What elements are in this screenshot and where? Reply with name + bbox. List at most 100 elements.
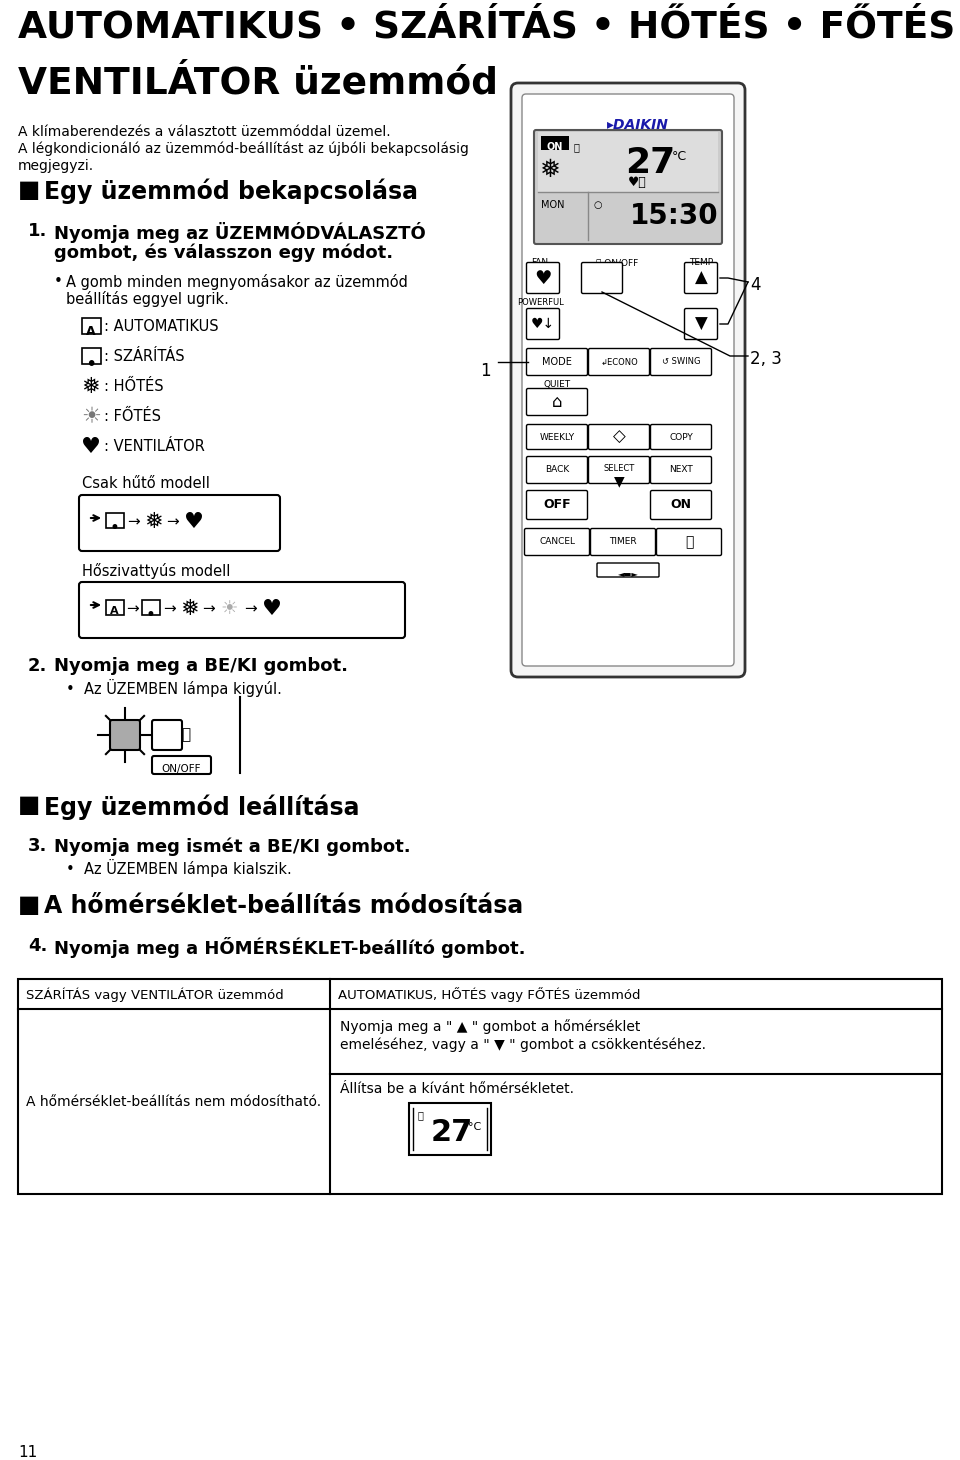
Text: Egy üzemmód leállítása: Egy üzemmód leállítása [44, 794, 359, 819]
Text: FAN: FAN [532, 258, 548, 267]
Text: BACK: BACK [545, 466, 569, 474]
Text: •  Az ÜZEMBEN lámpa kialszik.: • Az ÜZEMBEN lámpa kialszik. [66, 858, 292, 877]
Text: QUIET: QUIET [543, 380, 570, 388]
Text: •: • [109, 518, 119, 537]
FancyBboxPatch shape [511, 83, 745, 677]
Text: ♥: ♥ [262, 599, 282, 619]
Text: ON: ON [670, 498, 691, 511]
FancyBboxPatch shape [534, 130, 722, 244]
Text: ☀: ☀ [81, 407, 101, 426]
Text: ⌂: ⌂ [552, 393, 563, 412]
Text: : VENTILÁTOR: : VENTILÁTOR [104, 439, 204, 454]
FancyBboxPatch shape [110, 720, 140, 750]
Text: A: A [109, 606, 118, 616]
Text: →: → [244, 602, 256, 616]
FancyBboxPatch shape [141, 600, 159, 615]
Text: 1: 1 [480, 362, 491, 380]
FancyBboxPatch shape [657, 529, 722, 555]
Bar [18, 980, 942, 1194]
FancyBboxPatch shape [152, 720, 182, 750]
Text: ON: ON [547, 142, 564, 152]
Text: beállítás eggyel ugrik.: beállítás eggyel ugrik. [66, 291, 228, 307]
Text: ❅: ❅ [82, 377, 100, 397]
Text: ⏻ ON/OFF: ⏻ ON/OFF [596, 258, 638, 267]
Text: gombot, és válasszon egy módot.: gombot, és válasszon egy módot. [54, 244, 394, 263]
Text: A klímaberendezés a választott üzemmóddal üzemel.: A klímaberendezés a választott üzemmódda… [18, 126, 391, 139]
Text: WEEKLY: WEEKLY [540, 432, 575, 441]
FancyBboxPatch shape [526, 388, 588, 416]
Text: Nyomja meg ismét a BE/KI gombot.: Nyomja meg ismét a BE/KI gombot. [54, 837, 411, 856]
Text: POWERFUL: POWERFUL [516, 298, 564, 307]
Text: ♥: ♥ [535, 269, 552, 288]
FancyBboxPatch shape [152, 756, 211, 774]
Text: 11: 11 [18, 1445, 37, 1460]
FancyBboxPatch shape [526, 425, 588, 450]
Text: ▼: ▼ [613, 474, 624, 488]
FancyBboxPatch shape [526, 349, 588, 375]
Text: 3.: 3. [28, 837, 47, 856]
FancyBboxPatch shape [79, 583, 405, 638]
Text: A gomb minden megnyomásakor az üzemmód: A gomb minden megnyomásakor az üzemmód [66, 274, 408, 291]
Text: TEMP: TEMP [689, 258, 713, 267]
Text: emeléséhez, vagy a " ▼ " gombot a csökkentéséhez.: emeléséhez, vagy a " ▼ " gombot a csökke… [340, 1037, 706, 1051]
FancyBboxPatch shape [588, 457, 650, 483]
FancyBboxPatch shape [526, 457, 588, 483]
Text: OFF: OFF [543, 498, 571, 511]
Text: ⏰: ⏰ [181, 727, 190, 743]
Text: ⓕ: ⓕ [574, 142, 580, 152]
Text: COPY: COPY [669, 432, 693, 441]
Text: 1.: 1. [28, 222, 47, 239]
Text: A hőmérséklet-beállítás módosítása: A hőmérséklet-beállítás módosítása [44, 894, 523, 918]
Text: →: → [166, 514, 179, 529]
Text: ◇: ◇ [612, 428, 625, 445]
FancyBboxPatch shape [684, 308, 717, 340]
FancyBboxPatch shape [79, 495, 280, 550]
Text: →: → [127, 514, 140, 529]
Text: •: • [85, 355, 97, 374]
Text: A hőmérséklet-beállítás nem módosítható.: A hőmérséklet-beállítás nem módosítható. [27, 1095, 322, 1108]
FancyBboxPatch shape [651, 425, 711, 450]
FancyBboxPatch shape [526, 308, 560, 340]
Text: →: → [126, 602, 139, 616]
FancyBboxPatch shape [684, 263, 717, 293]
Text: Nyomja meg a BE/KI gombot.: Nyomja meg a BE/KI gombot. [54, 657, 348, 675]
FancyBboxPatch shape [597, 564, 659, 577]
Text: Nyomja meg az ÜZEMMÓDVÁLASZTÓ: Nyomja meg az ÜZEMMÓDVÁLASZTÓ [54, 222, 425, 242]
Text: ⏻: ⏻ [684, 534, 693, 549]
Text: 4: 4 [750, 276, 760, 293]
FancyBboxPatch shape [588, 425, 650, 450]
Text: ♥Ⓐ: ♥Ⓐ [628, 177, 647, 188]
Bar [538, 131, 718, 193]
Text: MODE: MODE [542, 358, 572, 366]
Text: •  Az ÜZEMBEN lámpa kigyúl.: • Az ÜZEMBEN lámpa kigyúl. [66, 679, 282, 696]
FancyBboxPatch shape [106, 512, 124, 527]
Text: ▲: ▲ [695, 269, 708, 288]
Text: ♥: ♥ [81, 437, 101, 457]
FancyBboxPatch shape [409, 1102, 491, 1155]
Text: ○: ○ [593, 200, 602, 210]
Text: CANCEL: CANCEL [539, 537, 575, 546]
FancyBboxPatch shape [651, 491, 711, 520]
Text: ☀: ☀ [220, 599, 237, 618]
Text: 4.: 4. [28, 937, 47, 955]
Text: AUTOMATIKUS • SZÁRÍTÁS • HŐTÉS • FŐTÉS •: AUTOMATIKUS • SZÁRÍTÁS • HŐTÉS • FŐTÉS • [18, 10, 960, 47]
FancyBboxPatch shape [582, 263, 622, 293]
Text: →: → [202, 602, 215, 616]
FancyBboxPatch shape [82, 347, 101, 364]
FancyBboxPatch shape [524, 529, 589, 555]
Text: ⓛ: ⓛ [417, 1110, 423, 1120]
Text: SZÁRÍTÁS vagy VENTILÁTOR üzemmód: SZÁRÍTÁS vagy VENTILÁTOR üzemmód [26, 987, 284, 1002]
Text: Állítsa be a kívánt hőmérsékletet.: Állítsa be a kívánt hőmérsékletet. [340, 1082, 574, 1096]
Text: NEXT: NEXT [669, 466, 693, 474]
Text: A légkondicionáló az üzemmód-beállítást az újbóli bekapcsolásig: A légkondicionáló az üzemmód-beállítást … [18, 142, 468, 156]
Text: TIMER: TIMER [610, 537, 636, 546]
Text: ♥: ♥ [184, 512, 204, 531]
Text: 2.: 2. [28, 657, 47, 675]
Text: ↺ SWING: ↺ SWING [661, 358, 700, 366]
Text: VENTILÁTOR üzemmód: VENTILÁTOR üzemmód [18, 66, 498, 101]
FancyBboxPatch shape [106, 600, 124, 615]
Text: ON/OFF: ON/OFF [161, 764, 201, 774]
Text: 15:30: 15:30 [630, 201, 718, 231]
Text: A: A [86, 326, 96, 339]
Text: 27: 27 [431, 1118, 473, 1148]
